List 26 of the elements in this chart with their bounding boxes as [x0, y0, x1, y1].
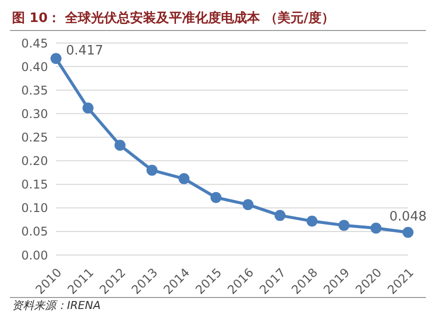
y-tick-label: 0.45 — [21, 36, 48, 50]
y-tick-label: 0.40 — [21, 60, 48, 74]
y-tick-label: 0.15 — [21, 178, 48, 192]
point — [402, 226, 414, 238]
y-tick-label: 0.30 — [21, 106, 48, 121]
y-tick-label: 0.10 — [21, 201, 48, 216]
point — [82, 102, 94, 114]
y-tick-label: 0.00 — [21, 248, 48, 262]
point — [210, 192, 222, 204]
y-tick-label: 0.35 — [21, 83, 48, 98]
text: 资料来源：IRENA — [11, 298, 102, 313]
point — [306, 216, 318, 227]
y-tick-label: 0.20 — [21, 154, 48, 168]
y-tick-label: 0.25 — [21, 130, 48, 144]
point — [50, 53, 62, 64]
point — [114, 140, 126, 151]
y-tick-label: 0.05 — [21, 224, 48, 239]
point — [242, 199, 254, 210]
chart-title: 图 10： 全球光伏总安装及平准化度电成本 （美元/度） — [11, 10, 336, 28]
point — [178, 173, 190, 184]
data-label: 0.417 — [66, 44, 104, 59]
point — [274, 210, 286, 221]
data-label: 0.048 — [389, 209, 427, 224]
point — [338, 220, 350, 231]
point — [370, 222, 382, 234]
point — [146, 164, 158, 176]
